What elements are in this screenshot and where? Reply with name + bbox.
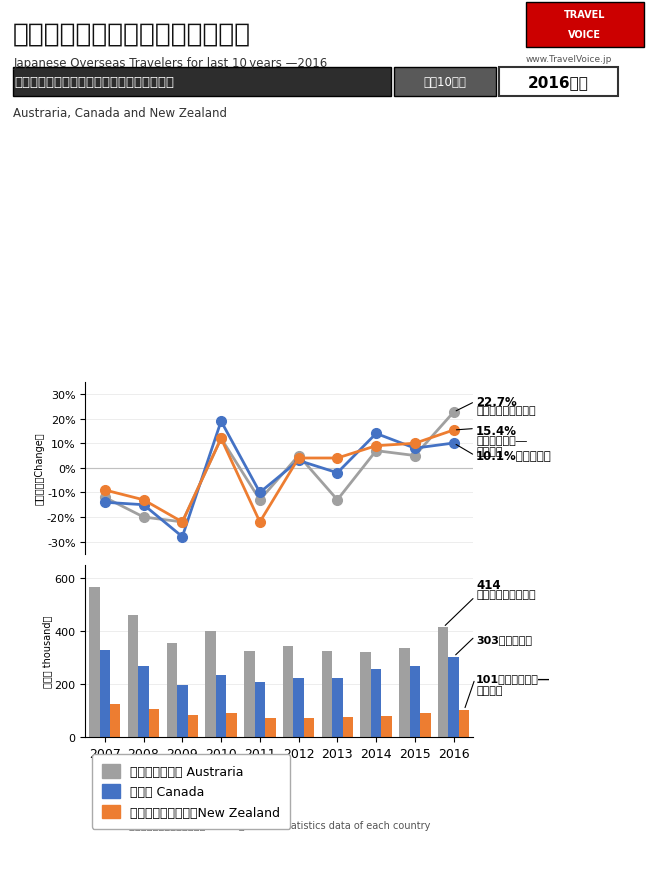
Text: （ニュージー―: （ニュージー― xyxy=(476,435,527,445)
Bar xyxy=(128,615,139,737)
Text: 15.4%: 15.4% xyxy=(476,424,517,437)
Bar xyxy=(167,643,177,737)
Text: Japanese Overseas Travelers for last 10 years —2016: Japanese Overseas Travelers for last 10 … xyxy=(13,56,327,70)
Text: VOICE: VOICE xyxy=(568,30,601,40)
Bar xyxy=(294,678,304,737)
Y-axis label: （前年比　Change）: （前年比 Change） xyxy=(34,432,44,505)
Bar xyxy=(438,627,449,737)
Bar xyxy=(420,713,430,737)
Text: 日本人出国者数（渡航先別比較）: 日本人出国者数（渡航先別比較） xyxy=(13,22,251,48)
Text: 303（カナダ）: 303（カナダ） xyxy=(476,634,532,644)
Bar xyxy=(381,716,392,737)
Bar xyxy=(371,670,381,737)
Text: 出典：各国の公共統計機関　Source：Official statistics data of each country: 出典：各国の公共統計機関 Source：Official statistics … xyxy=(129,820,430,830)
Text: オーストラリア・カナダ・ニュージーランド: オーストラリア・カナダ・ニュージーランド xyxy=(14,76,175,89)
Bar xyxy=(410,667,420,737)
Bar xyxy=(206,632,216,737)
Text: （オーストラリア）: （オーストラリア） xyxy=(476,589,535,599)
Bar xyxy=(110,704,120,737)
Bar xyxy=(177,685,187,737)
Text: （オーストラリア）: （オーストラリア） xyxy=(476,406,535,415)
Text: Austraria, Canada and New Zealand: Austraria, Canada and New Zealand xyxy=(13,107,227,120)
Bar xyxy=(283,646,294,737)
Bar xyxy=(255,682,265,737)
Text: 101（ニュージー―: 101（ニュージー― xyxy=(476,673,550,684)
Text: 2016年版: 2016年版 xyxy=(528,75,589,90)
Text: www.TravelVoice.jp: www.TravelVoice.jp xyxy=(526,55,612,63)
Bar xyxy=(100,650,110,737)
Bar xyxy=(322,651,332,737)
Text: 22.7%: 22.7% xyxy=(476,396,517,408)
Y-axis label: （千人 thousand）: （千人 thousand） xyxy=(42,615,52,687)
Bar xyxy=(244,651,255,737)
Bar xyxy=(361,653,371,737)
Text: ランド）: ランド） xyxy=(476,686,503,695)
Bar xyxy=(342,717,353,737)
Bar xyxy=(459,710,469,737)
Text: 10.1%（カナダ）: 10.1%（カナダ） xyxy=(476,449,552,462)
Legend: オーストラリア Austraria, カナダ Canada, ニュージーランド　New Zealand: オーストラリア Austraria, カナダ Canada, ニュージーランド … xyxy=(92,754,290,829)
Bar xyxy=(226,713,237,737)
Text: 直近10年間: 直近10年間 xyxy=(423,76,466,89)
Bar xyxy=(449,657,459,737)
Bar xyxy=(139,667,148,737)
Bar xyxy=(399,648,410,737)
Text: ランド）: ランド） xyxy=(476,446,503,456)
Bar xyxy=(265,718,275,737)
Bar xyxy=(148,709,159,737)
Bar xyxy=(187,715,198,737)
Bar xyxy=(304,718,314,737)
Bar xyxy=(89,587,100,737)
Bar xyxy=(332,678,342,737)
Bar xyxy=(216,675,226,737)
Text: 414: 414 xyxy=(476,579,501,592)
Text: TRAVEL: TRAVEL xyxy=(564,10,606,20)
